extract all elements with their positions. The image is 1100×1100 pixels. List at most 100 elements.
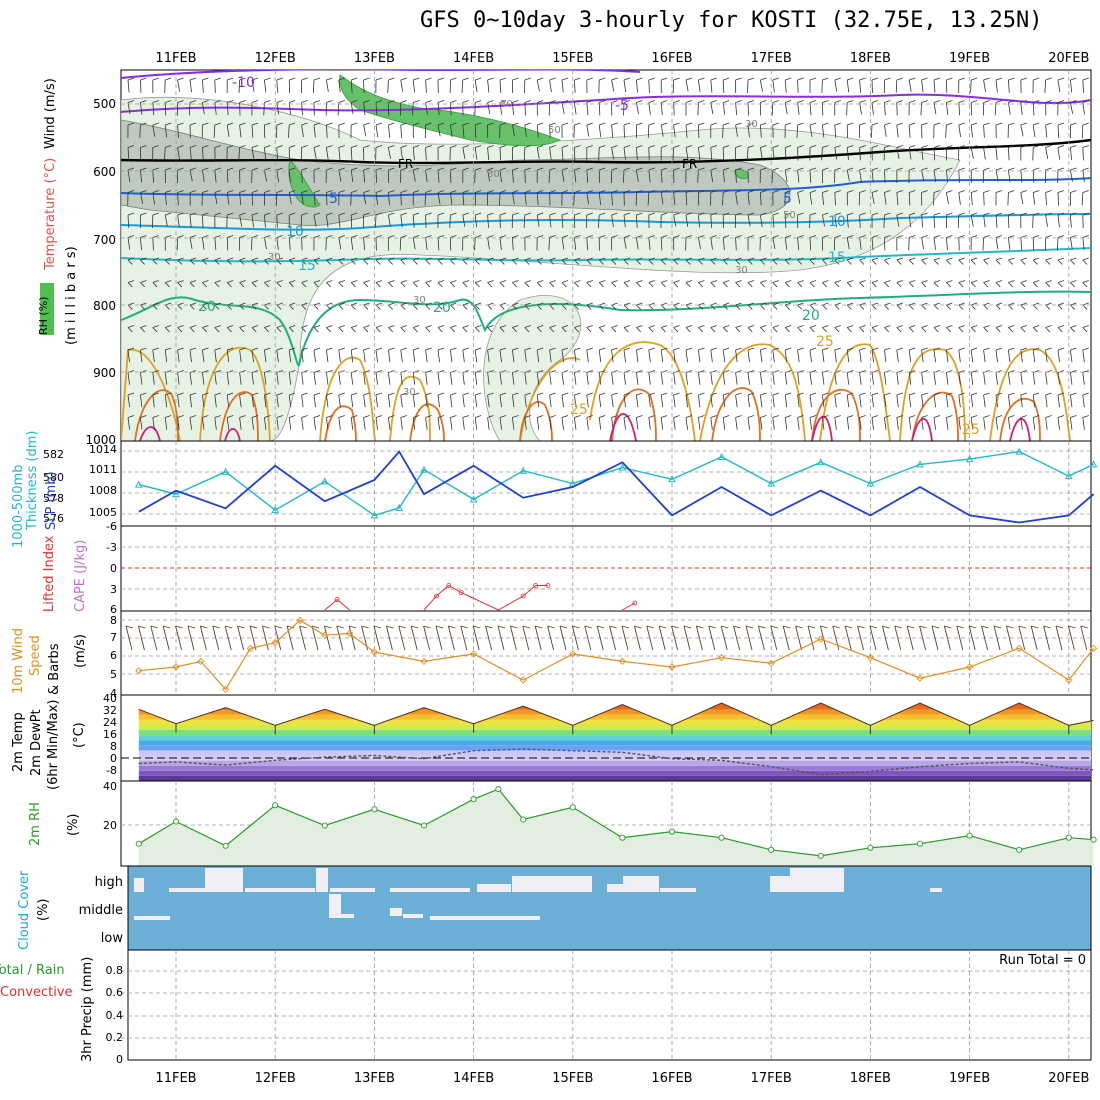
upper-wind-barb <box>1020 417 1023 430</box>
upper-wind-barb <box>983 372 986 385</box>
upper-wind-barb-flag <box>462 280 469 283</box>
upper-wind-barb-flag <box>561 100 569 103</box>
wind-point <box>519 676 527 684</box>
upper-wind-barb-flag <box>313 100 321 103</box>
upper-wind-barb <box>301 327 307 333</box>
upper-wind-barb <box>536 214 540 227</box>
upper-wind-barb <box>127 394 130 408</box>
upper-wind-barb-flag <box>375 415 383 418</box>
upper-wind-barb-flag <box>289 325 296 328</box>
cloud-gap <box>316 868 328 892</box>
upper-wind-barb <box>312 79 315 93</box>
upper-wind-barb-flag <box>425 145 432 148</box>
upper-wind-barb-flag <box>586 145 593 148</box>
upper-wind-barb-flag <box>1057 392 1065 396</box>
upper-wind-barb <box>921 349 924 363</box>
upper-wind-barb <box>995 349 998 363</box>
upper-wind-barb-flag <box>747 415 755 418</box>
upper-wind-barb-flag <box>698 77 705 81</box>
upper-wind-barb <box>884 417 887 430</box>
upper-wind-barb-flag <box>636 190 643 193</box>
upper-wind-barb <box>338 259 344 265</box>
upper-wind-barb-flag <box>1020 325 1027 328</box>
date-label-top: 16FEB <box>651 51 692 66</box>
upper-wind-barb-flag <box>450 415 457 418</box>
temp2m-label-2: 2m DewPt <box>29 709 44 776</box>
upper-wind-barb <box>598 349 602 363</box>
upper-wind-barb <box>809 102 812 116</box>
wind-barb-flag <box>299 625 307 629</box>
upper-wind-barb-flag <box>202 122 209 126</box>
wind-barb <box>1043 625 1051 651</box>
upper-wind-barb-flag <box>363 257 370 261</box>
upper-wind-barb-flag <box>251 325 259 328</box>
upper-wind-barb <box>834 192 836 206</box>
upper-wind-barb <box>338 147 341 161</box>
upper-wind-barb <box>326 372 329 385</box>
upper-wind-barb-flag <box>1033 100 1040 103</box>
upper-wind-barb <box>846 304 852 310</box>
upper-wind-barb-flag <box>834 167 841 171</box>
upper-wind-barb-flag <box>1008 77 1015 81</box>
temp-contour-35 <box>139 413 1031 441</box>
upper-wind-barb-flag <box>983 190 990 193</box>
upper-wind-barb-flag <box>475 77 482 81</box>
upper-wind-barb-flag <box>165 100 172 103</box>
upper-wind-barb <box>1082 372 1085 385</box>
upper-wind-barb <box>921 79 924 93</box>
upper-wind-barb <box>313 214 317 227</box>
upper-wind-barb <box>1045 394 1048 408</box>
upper-wind-barb-flag <box>884 77 891 81</box>
upper-wind-barb-flag <box>251 212 259 216</box>
upper-wind-barb-flag <box>1082 145 1089 148</box>
upper-wind-barb <box>276 147 278 161</box>
upper-wind-barb-flag <box>400 280 407 283</box>
upper-wind-barb <box>1070 259 1075 265</box>
upper-wind-barb-flag <box>177 325 184 328</box>
upper-wind-barb-flag <box>995 212 1003 216</box>
upper-wind-barb-flag <box>475 370 482 373</box>
upper-wind-barb-flag <box>636 280 643 283</box>
upper-wind-barb <box>722 327 728 333</box>
upper-wind-barb <box>574 372 577 385</box>
wind-point <box>296 616 304 624</box>
upper-wind-barb <box>735 259 741 265</box>
upper-wind-barb <box>970 124 973 138</box>
upper-wind-barb-flag <box>933 190 941 193</box>
upper-wind-barb <box>648 169 651 183</box>
upper-wind-barb-flag <box>301 167 308 171</box>
upper-wind-barb <box>462 192 465 206</box>
upper-wind-barb-flag <box>723 347 730 351</box>
upper-wind-barb-flag <box>611 235 618 238</box>
upper-wind-barb <box>363 417 366 430</box>
upper-wind-barb <box>636 417 639 430</box>
upper-wind-barb <box>648 282 654 288</box>
upper-wind-barb-flag <box>561 167 569 171</box>
upper-wind-barb <box>685 124 688 138</box>
upper-wind-barb-flag <box>462 122 469 126</box>
upper-wind-barb-flag <box>338 280 345 283</box>
upper-wind-barb <box>908 237 910 251</box>
upper-wind-barb <box>710 304 716 310</box>
upper-wind-barb <box>350 304 356 310</box>
upper-wind-barb <box>213 124 216 138</box>
upper-wind-barb <box>202 417 205 430</box>
contour-label: 25 <box>570 402 588 418</box>
upper-wind-barb <box>746 147 749 161</box>
upper-wind-barb <box>797 327 803 333</box>
upper-wind-barb-flag <box>1082 77 1089 81</box>
upper-wind-barb-flag <box>202 212 209 216</box>
upper-wind-barb <box>127 327 133 333</box>
upper-wind-barb <box>834 259 840 265</box>
upper-wind-barb <box>1057 349 1060 363</box>
upper-wind-barb <box>574 282 579 288</box>
temp-tick: 8 <box>110 740 117 753</box>
upper-wind-barb <box>549 304 555 310</box>
upper-wind-barb <box>859 214 861 228</box>
upper-wind-barb <box>995 372 998 385</box>
upper-wind-barb-flag <box>450 167 457 171</box>
upper-wind-barb <box>784 372 788 385</box>
contour-label: 15 <box>828 250 846 266</box>
upper-wind-barb-flag <box>152 212 159 216</box>
upper-wind-barb-flag <box>537 100 544 103</box>
